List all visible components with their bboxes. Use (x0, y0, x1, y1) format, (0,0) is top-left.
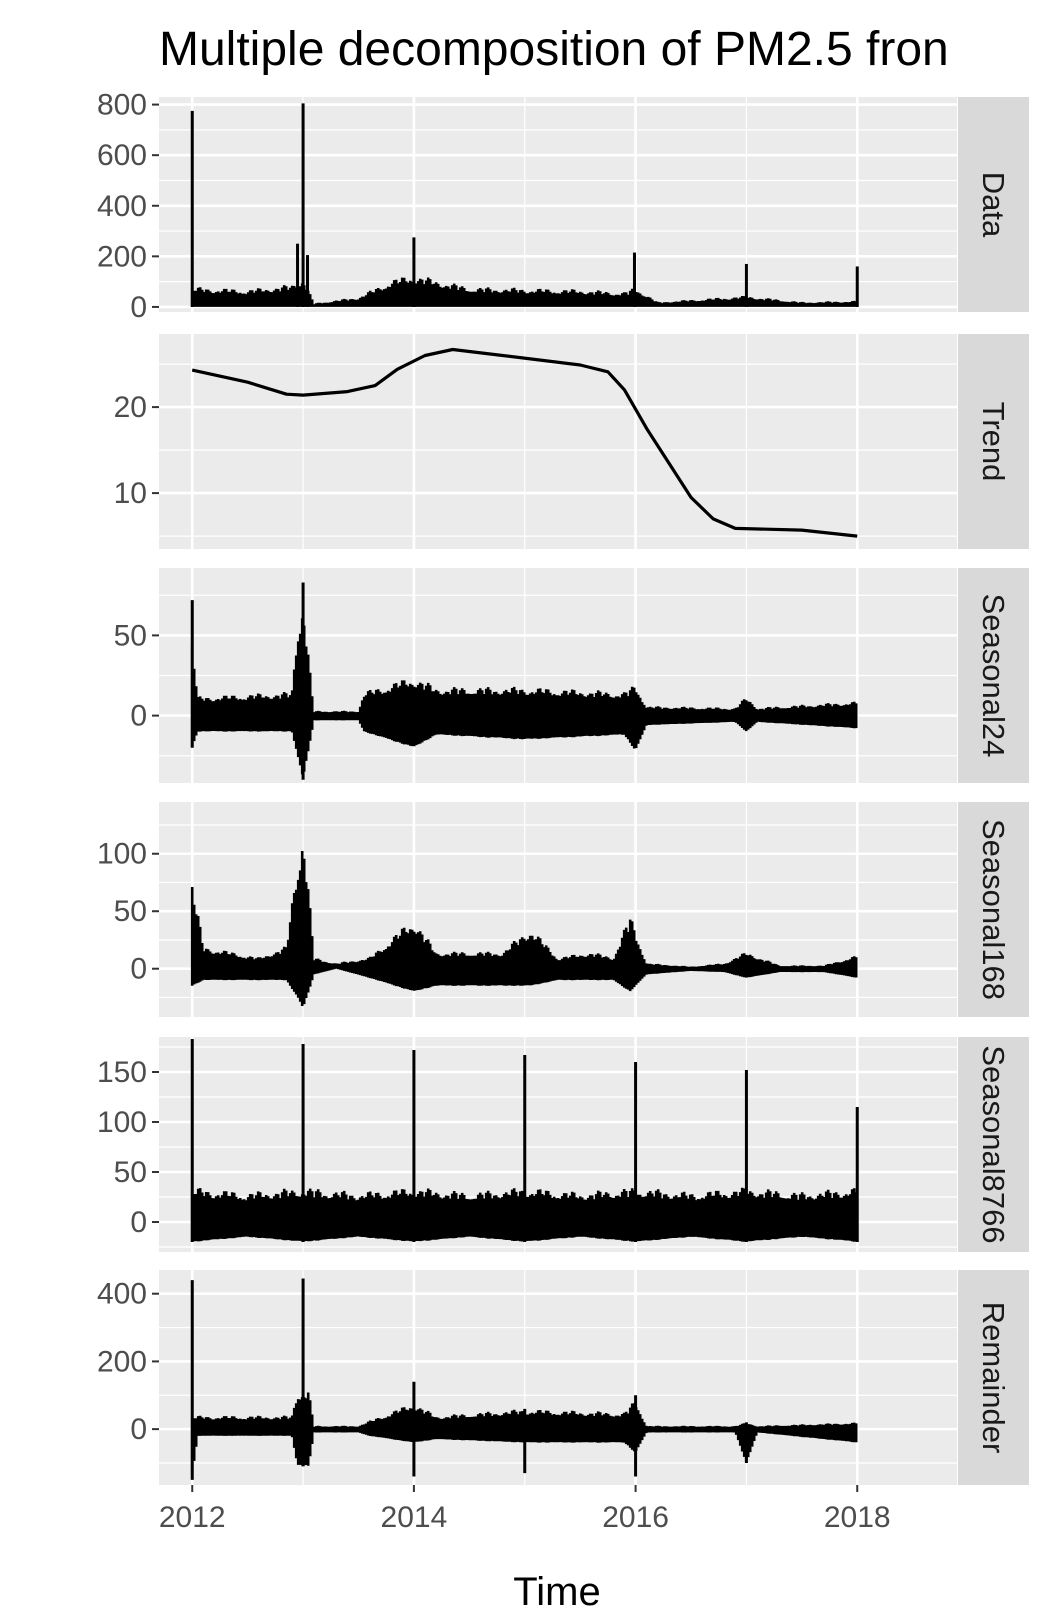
x-axis-title: Time (513, 1570, 600, 1614)
y-tick-label: 50 (114, 895, 147, 928)
y-tick-label: 400 (97, 1278, 147, 1311)
chart-title: Multiple decomposition of PM2.5 fron (159, 23, 949, 76)
y-tick-label: 150 (97, 1056, 147, 1089)
facet-strip (958, 568, 1029, 783)
y-tick-label: 0 (130, 953, 147, 986)
facet-strip-label: Seasonal168 (976, 819, 1011, 1000)
panel-seasonal168: 0 50 100 Seasonal168 (97, 802, 1029, 1017)
trend-line (191, 347, 858, 538)
y-tick-label: 100 (97, 838, 147, 871)
panel-seasonal8766: 0 50 100 150 Seasonal8766 (97, 1037, 1029, 1252)
panel-trend: 10 20 Trend (114, 334, 1029, 549)
panel-data: 0 200 400 600 800 Data (97, 89, 1029, 324)
y-tick-label: 10 (114, 477, 147, 510)
x-tick-label: 2012 (159, 1501, 226, 1534)
y-tick-label: 400 (97, 190, 147, 223)
facet-strip-label: Seasonal8766 (976, 1045, 1011, 1243)
x-tick-label: 2014 (381, 1501, 448, 1534)
facet-strip-label: Seasonal24 (976, 594, 1011, 758)
y-tick-label: 50 (114, 1156, 147, 1189)
series-fluctuation (190, 851, 858, 1006)
facet-strip (958, 802, 1029, 1017)
y-tick-label: 0 (130, 291, 147, 324)
panel-seasonal24: 0 50 Seasonal24 (114, 568, 1029, 783)
x-axis: 2012 2014 2016 2018 (159, 1485, 891, 1534)
facet-strip-label: Trend (976, 402, 1011, 482)
y-tick-label: 100 (97, 1106, 147, 1139)
y-tick-label: 200 (97, 1345, 147, 1378)
facet-strip (958, 1270, 1029, 1485)
y-tick-label: 20 (114, 391, 147, 424)
facet-strip (958, 334, 1029, 549)
facet-strip (958, 1037, 1029, 1252)
x-tick-label: 2016 (602, 1501, 669, 1534)
panel-background (159, 1270, 957, 1485)
panel-background (159, 334, 957, 549)
y-tick-label: 50 (114, 619, 147, 652)
y-tick-label: 200 (97, 240, 147, 273)
y-tick-label: 0 (130, 1206, 147, 1239)
facet-strip-label: Remainder (976, 1302, 1011, 1454)
panel-remainder: 0 200 400 Remainder (97, 1270, 1029, 1485)
y-tick-label: 0 (130, 1413, 147, 1446)
facet-strip (958, 97, 1029, 312)
x-tick-label: 2018 (824, 1501, 891, 1534)
y-tick-label: 600 (97, 139, 147, 172)
y-tick-label: 0 (130, 700, 147, 733)
panel-background (159, 802, 957, 1017)
facet-strip-label: Data (976, 172, 1011, 238)
y-tick-label: 800 (97, 89, 147, 122)
